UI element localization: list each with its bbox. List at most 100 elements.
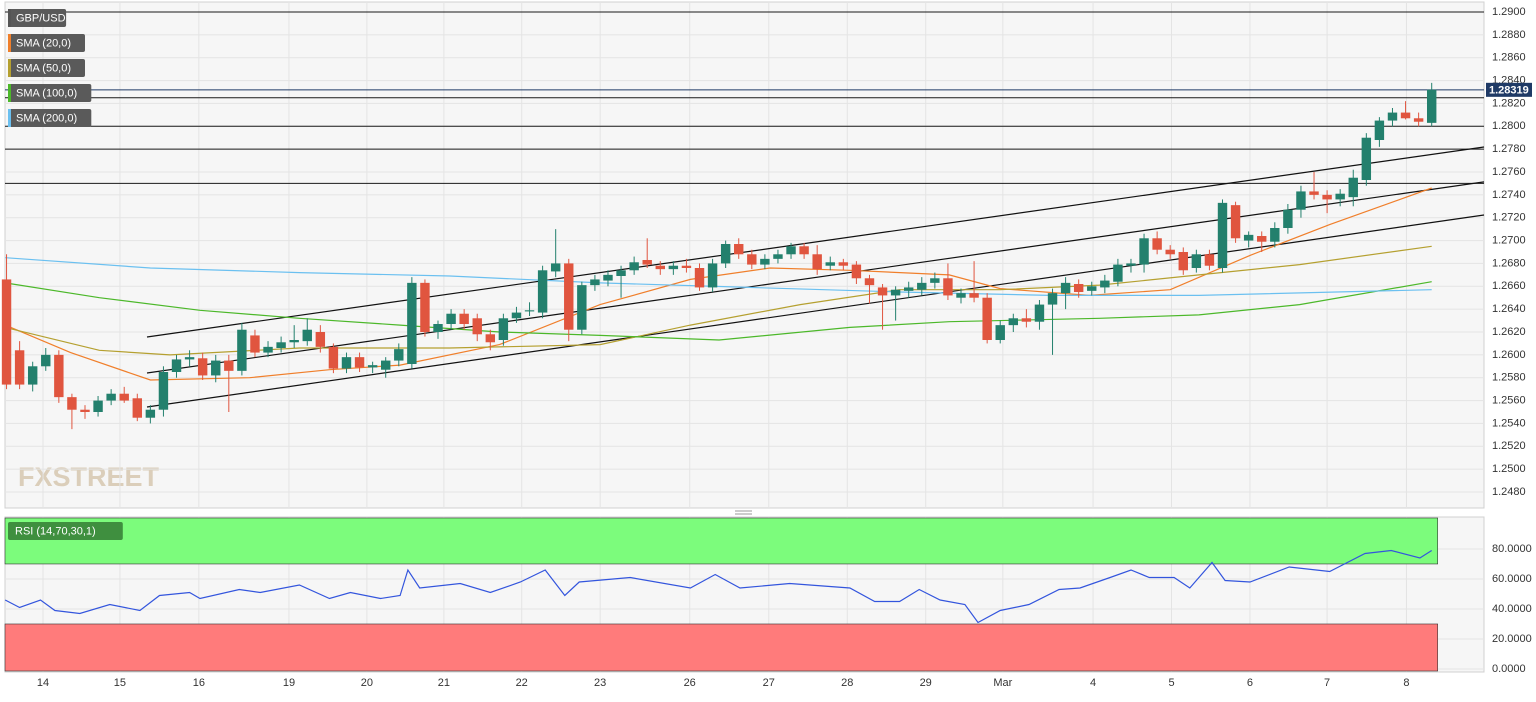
candle-body	[734, 244, 744, 255]
candle-body	[1165, 249, 1175, 255]
candle-body	[459, 313, 469, 324]
candle-body	[1152, 238, 1162, 250]
candle-body	[184, 357, 195, 360]
legend-swatch	[8, 84, 11, 102]
y-tick-label: 20.0000	[1492, 633, 1532, 645]
candle-body	[1387, 112, 1398, 121]
candle-body	[681, 265, 692, 268]
x-tick-label: 4	[1090, 677, 1096, 689]
candle-body	[80, 409, 90, 412]
y-tick-label: 1.2760	[1492, 166, 1526, 178]
candle-body	[707, 263, 718, 288]
y-tick-label: 1.2600	[1492, 349, 1526, 361]
x-tick-label: 21	[438, 677, 450, 689]
x-tick-label: 20	[361, 677, 373, 689]
x-tick-label: 27	[763, 677, 775, 689]
x-tick-label: 26	[684, 677, 696, 689]
candle-body	[1100, 280, 1110, 288]
candle-body	[642, 260, 652, 265]
trend-line	[146, 214, 1485, 408]
candle-body	[106, 393, 116, 401]
candle-body	[132, 398, 142, 418]
candle-body	[812, 254, 822, 270]
x-tick-label: 7	[1324, 677, 1330, 689]
candle-body	[237, 329, 247, 371]
y-tick-label: 1.2700	[1492, 234, 1526, 246]
candle-body	[668, 265, 679, 270]
x-tick-label: 16	[193, 677, 205, 689]
candle-body	[877, 287, 888, 296]
legend-label: SMA (50,0)	[16, 62, 71, 74]
candle-body	[1047, 293, 1058, 305]
candle-body	[1413, 118, 1424, 122]
panel-handle	[735, 510, 752, 515]
candle-body	[890, 289, 901, 296]
trend-line	[146, 146, 1485, 338]
legend-box	[8, 34, 85, 52]
legend-label: GBP/USD	[16, 12, 66, 24]
candle-body	[1073, 284, 1084, 292]
candle-body	[995, 325, 1005, 340]
candle-body	[982, 297, 992, 340]
candle-body	[381, 360, 391, 370]
candle-body	[1374, 120, 1385, 140]
candle-body	[838, 262, 849, 266]
candle-body	[1126, 263, 1136, 266]
candle-body	[773, 254, 783, 259]
candle-body	[1191, 254, 1202, 268]
candle-body	[1309, 191, 1319, 195]
trend-line	[146, 181, 1485, 374]
legend-box	[8, 9, 67, 27]
candle-body	[1243, 234, 1254, 241]
y-tick-label: 1.2580	[1492, 372, 1526, 384]
candle-body	[197, 358, 208, 376]
candle-body	[943, 278, 953, 296]
y-tick-label: 1.2680	[1492, 257, 1526, 269]
x-tick-label: Mar	[993, 677, 1012, 689]
y-tick-label: 1.2640	[1492, 303, 1526, 315]
y-tick-label: 1.2780	[1492, 143, 1526, 155]
candle-body	[27, 366, 38, 385]
candle-body	[407, 282, 417, 364]
candle-body	[67, 397, 77, 410]
candle-body	[1113, 264, 1123, 282]
legend-label: RSI (14,70,30,1)	[15, 525, 96, 537]
candle-body	[747, 254, 757, 265]
legend-swatch	[8, 34, 11, 52]
candle-body	[1, 279, 12, 385]
y-tick-label: 1.2520	[1492, 440, 1526, 452]
y-tick-label: 80.0000	[1492, 543, 1532, 555]
x-tick-label: 5	[1168, 677, 1174, 689]
candle-body	[760, 258, 770, 265]
x-tick-label: 23	[594, 677, 606, 689]
watermark: FXSTREET	[18, 462, 160, 492]
x-tick-label: 29	[920, 677, 932, 689]
legend-label: SMA (20,0)	[16, 37, 71, 49]
candle-body	[825, 262, 835, 266]
candle-body	[171, 359, 182, 372]
candle-body	[603, 274, 613, 281]
candle-body	[1178, 252, 1188, 271]
candle-body	[1204, 254, 1215, 266]
candle-body	[903, 287, 914, 291]
candle-body	[446, 313, 456, 324]
candle-body	[41, 354, 51, 367]
candle-body	[629, 262, 639, 271]
candle-body	[394, 349, 404, 361]
candle-body	[1400, 112, 1411, 119]
candle-body	[276, 342, 286, 348]
price-panel	[4, 1, 1485, 509]
candle-body	[956, 293, 966, 298]
candle-body	[851, 264, 862, 279]
candle-body	[1348, 177, 1358, 198]
candle-body	[315, 332, 326, 347]
candle-body	[1008, 318, 1019, 326]
sma-line	[5, 245, 1432, 356]
candle-body	[1021, 318, 1032, 322]
candle-body	[524, 310, 535, 312]
legend-box	[8, 84, 92, 102]
candle-body	[1322, 194, 1332, 200]
legend-swatch	[8, 9, 11, 27]
legend-swatch	[8, 109, 11, 127]
